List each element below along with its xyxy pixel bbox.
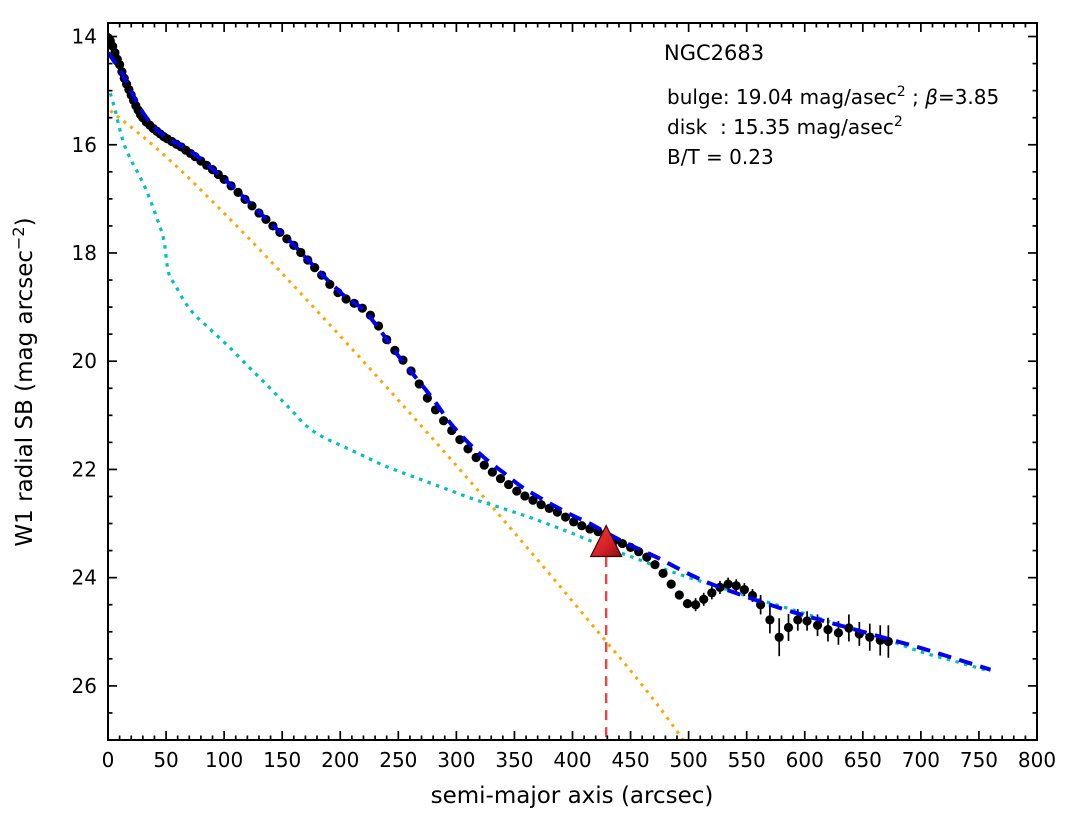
x-tick-label: 0 (102, 748, 115, 772)
data-point (865, 632, 875, 642)
data-point (233, 187, 243, 197)
y-tick-label: 14 (72, 25, 97, 49)
y-axis-label: W1 radial SB (mag arcsec−2) (9, 217, 38, 546)
x-tick-label: 550 (728, 748, 766, 772)
x-tick-label: 100 (205, 748, 243, 772)
data-point (783, 622, 794, 633)
data-point (666, 579, 676, 589)
data-point (617, 538, 628, 549)
disk-model-line (109, 109, 686, 740)
plot-series-layer (108, 33, 992, 740)
data-point (471, 452, 481, 463)
data-point (495, 474, 506, 484)
x-tick-label: 250 (379, 748, 417, 772)
annotation-disk: disk : 15.35 mag/asec2 (667, 114, 903, 139)
annotation-bt: B/T = 0.23 (667, 145, 774, 169)
x-tick-label: 800 (1018, 748, 1056, 772)
x-tick-label: 700 (902, 748, 940, 772)
data-point (833, 628, 844, 638)
data-point (455, 435, 465, 445)
data-point (577, 521, 587, 531)
data-point (699, 594, 709, 604)
data-point (774, 632, 784, 642)
x-axis-label: semi-major axis (arcsec) (431, 783, 714, 809)
x-tick-label: 50 (153, 748, 178, 772)
data-point (802, 616, 812, 626)
x-tick-label: 350 (495, 748, 533, 772)
data-point (844, 623, 854, 633)
data-point (512, 486, 522, 496)
data-point (504, 479, 514, 490)
data-point (296, 247, 306, 258)
y-tick-label: 22 (72, 457, 97, 481)
y-tick-label: 24 (72, 566, 97, 590)
data-point (658, 568, 668, 578)
data-point (439, 416, 449, 426)
x-tick-label: 300 (437, 748, 475, 772)
data-point (731, 581, 741, 591)
annotation-bulge: bulge: 19.04 mag/asec2 ; β=3.85 (667, 84, 999, 109)
data-point (765, 615, 775, 625)
data-point (487, 467, 497, 477)
x-tick-label: 400 (553, 748, 591, 772)
data-point (560, 512, 571, 522)
data-point (823, 625, 833, 635)
y-tick-label: 16 (72, 133, 97, 157)
data-point (528, 495, 538, 505)
x-tick-label: 650 (844, 748, 882, 772)
y-tick-label: 18 (72, 241, 97, 265)
x-tick-label: 450 (611, 748, 649, 772)
data-point (812, 620, 823, 630)
break-radius-marker (589, 524, 623, 558)
data-point (793, 615, 803, 625)
data-point (569, 517, 579, 527)
bulge-model-line (108, 92, 991, 673)
data-point (520, 491, 530, 501)
data-point (479, 460, 489, 470)
data-point (690, 600, 701, 610)
x-tick-label: 600 (786, 748, 824, 772)
data-point (536, 500, 546, 510)
x-tick-label: 750 (960, 748, 998, 772)
data-point (723, 579, 733, 589)
data-point (650, 560, 660, 570)
x-tick-label: 500 (670, 748, 708, 772)
x-tick-label: 200 (321, 748, 359, 772)
y-tick-label: 26 (72, 674, 97, 698)
figure-title: NGC2683 (664, 41, 764, 65)
x-tick-label: 150 (263, 748, 301, 772)
data-point (739, 584, 749, 595)
data-point (707, 588, 717, 598)
data-point (674, 590, 684, 600)
data-point (682, 599, 693, 609)
total-model-line (108, 51, 992, 672)
plot-frame (107, 22, 1038, 741)
y-tick-label: 20 (72, 349, 97, 373)
